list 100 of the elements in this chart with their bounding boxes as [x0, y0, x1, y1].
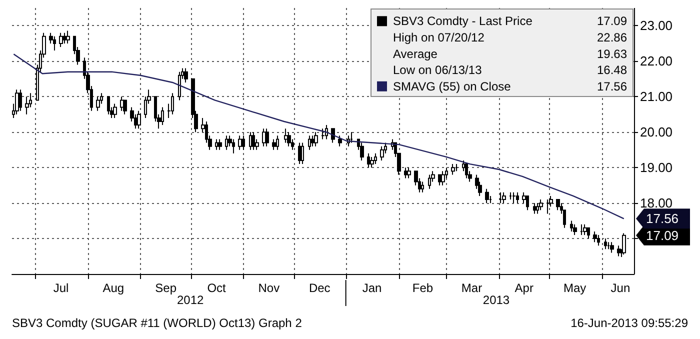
y-tick-label: 23.00: [640, 18, 673, 34]
candlestick: [610, 242, 614, 254]
x-tick-label: Sep: [155, 281, 177, 295]
annotation: 17.09: [646, 228, 679, 243]
y-tick-label: 19.00: [640, 160, 673, 176]
candlestick: [421, 181, 424, 193]
x-tick-label: Apr: [514, 281, 534, 295]
candlestick: [311, 135, 315, 147]
x-tick-label: Mar: [461, 281, 482, 295]
candlestick: [276, 135, 279, 150]
candlestick: [232, 138, 235, 154]
candlestick: [238, 135, 242, 150]
candlestick: [465, 164, 468, 179]
annotation: 17.56: [646, 211, 679, 226]
candlestick: [161, 106, 164, 126]
candlestick: [123, 100, 127, 115]
candlestick: [59, 32, 63, 48]
candlestick: [120, 96, 124, 112]
text: 2013: [482, 293, 510, 307]
candlestick: [25, 96, 29, 115]
candlestick: [15, 89, 19, 115]
candlestick: [265, 128, 269, 147]
y-tick-label: 20.00: [640, 124, 673, 140]
candlestick: [573, 224, 577, 236]
x-tick-label: Jun: [610, 281, 630, 295]
candlestick: [428, 174, 431, 190]
candlestick: [287, 132, 291, 147]
candlestick: [485, 188, 489, 204]
x-tick-label: Feb: [412, 281, 434, 295]
candlestick: [441, 170, 445, 186]
candlestick: [607, 242, 610, 250]
candlestick: [301, 142, 304, 165]
candlestick: [593, 230, 597, 243]
text: SBV3 Comdty (SUGAR #11 (WORLD) Oct13) Graph 2: [12, 316, 302, 330]
x-tick-label: Jan: [362, 281, 382, 295]
legend-label: SMAVG (55) on Close: [393, 79, 512, 94]
candlestick: [539, 199, 543, 211]
candlestick: [512, 192, 516, 204]
candlestick: [338, 135, 342, 147]
candlestick: [298, 142, 301, 165]
x-tick-label: Dec: [308, 281, 330, 295]
annotation: 19.63: [596, 46, 628, 61]
annotation: 22.86: [596, 30, 628, 44]
annotation: 16.48: [596, 63, 628, 78]
candlestick: [171, 92, 174, 115]
candlestick: [178, 71, 181, 101]
candlestick: [96, 96, 100, 112]
candlestick: [218, 138, 222, 150]
candlestick: [536, 202, 539, 214]
candlestick: [526, 195, 529, 211]
text: 17.09: [596, 14, 627, 28]
candlestick: [19, 89, 22, 112]
candlestick: [516, 192, 519, 204]
x-tick-label: Jul: [53, 281, 69, 295]
candlestick: [597, 234, 600, 246]
text: 2012: [176, 293, 204, 307]
candlestick: [380, 146, 384, 162]
candlestick: [66, 30, 70, 44]
candlestick: [580, 224, 583, 236]
candlestick: [604, 238, 607, 250]
candlestick: [546, 199, 550, 214]
candlestick: [284, 128, 288, 144]
y-tick-label: 21.00: [640, 89, 673, 104]
candlestick: [308, 135, 311, 150]
candlestick: [314, 132, 318, 147]
text: 16-Jun-2013 09:55:29: [570, 316, 688, 330]
candlestick: [350, 132, 353, 144]
legend-label: SBV3 Comdty - Last Price: [393, 14, 533, 28]
y-tick-label: 18.00: [640, 196, 673, 211]
candlestick: [570, 220, 573, 232]
candlestick: [63, 32, 66, 44]
candlestick: [370, 156, 374, 168]
candlestick: [272, 138, 276, 150]
candlestick: [113, 103, 117, 118]
candlestick: [407, 167, 411, 179]
x-tick-label: Aug: [102, 281, 124, 295]
candlestick: [53, 36, 56, 52]
candlestick: [225, 135, 228, 150]
x-tick-label: Oct: [207, 281, 227, 295]
candlestick: [252, 132, 255, 150]
candlestick: [455, 164, 458, 172]
candlestick: [583, 224, 587, 236]
annotation: Average: [393, 46, 438, 61]
candlestick: [367, 152, 370, 168]
candlestick: [242, 135, 245, 150]
candlestick: [184, 68, 188, 83]
candlestick: [556, 199, 560, 211]
candlestick: [249, 132, 252, 150]
candlestick: [404, 167, 408, 179]
x-tick-label: Nov: [258, 281, 280, 295]
candlestick: [587, 227, 590, 240]
candlestick: [499, 192, 502, 204]
y-tick-label: 22.00: [640, 54, 673, 69]
candlestick: [438, 174, 441, 186]
candlestick: [137, 110, 141, 130]
candlestick: [360, 142, 364, 162]
text: 17.56: [596, 79, 627, 94]
candlestick: [107, 96, 110, 115]
candlestick: [533, 202, 536, 214]
candlestick: [215, 138, 218, 150]
